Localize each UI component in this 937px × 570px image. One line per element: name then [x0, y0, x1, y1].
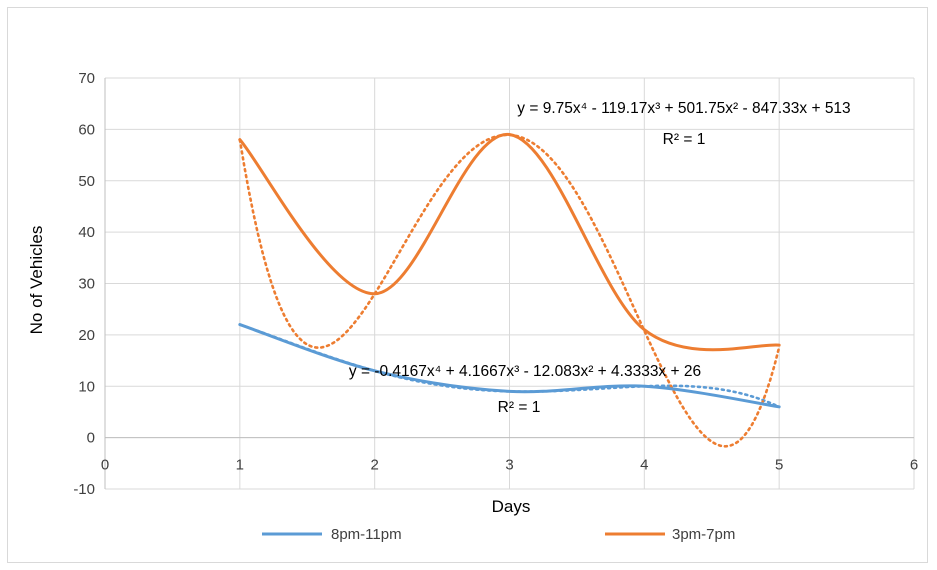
- tick-labels: 70 60 50 40 30 20 10 0 -10 0 1 2 3 4 5 6: [73, 70, 918, 498]
- x-tick-label: 5: [775, 457, 783, 474]
- series-line-8pm-11pm: [238, 323, 781, 409]
- legend: 8pm-11pm 3pm-7pm: [262, 526, 735, 543]
- y-tick-label: 50: [78, 173, 95, 190]
- series-line-3pm-7pm: [238, 132, 781, 352]
- chart-frame: [7, 7, 928, 563]
- series-lines: [238, 132, 781, 409]
- legend-label-8pm-11pm: 8pm-11pm: [331, 526, 402, 543]
- legend-label-3pm-7pm: 3pm-7pm: [672, 526, 735, 543]
- x-tick-label: 2: [370, 457, 378, 474]
- trendline-equation-3pm-7pm: y = 9.75x⁴ - 119.17x³ + 501.75x² - 847.3…: [517, 100, 850, 117]
- x-tick-label: 4: [640, 457, 648, 474]
- y-axis-title: No of Vehicles: [27, 226, 46, 335]
- x-axis-title: Days: [492, 497, 531, 516]
- y-tick-label: 60: [78, 121, 95, 138]
- y-tick-label: -10: [73, 481, 95, 498]
- y-tick-label: 10: [78, 378, 95, 395]
- y-tick-label: 30: [78, 276, 95, 293]
- y-tick-label: 70: [78, 70, 95, 87]
- trendline-r2-8pm-11pm: R² = 1: [498, 399, 541, 416]
- x-tick-label: 3: [505, 457, 513, 474]
- y-tick-label: 20: [78, 327, 95, 344]
- gridlines: [104, 77, 915, 490]
- x-tick-label: 1: [236, 457, 244, 474]
- trendline-equation-8pm-11pm: y = -0.4167x⁴ + 4.1667x³ - 12.083x² + 4.…: [349, 363, 701, 380]
- x-tick-label: 0: [101, 457, 109, 474]
- y-tick-label: 40: [78, 224, 95, 241]
- y-tick-label: 0: [87, 430, 95, 447]
- axes: [104, 78, 914, 489]
- x-tick-label: 6: [910, 457, 918, 474]
- trendline-r2-3pm-7pm: R² = 1: [663, 131, 706, 148]
